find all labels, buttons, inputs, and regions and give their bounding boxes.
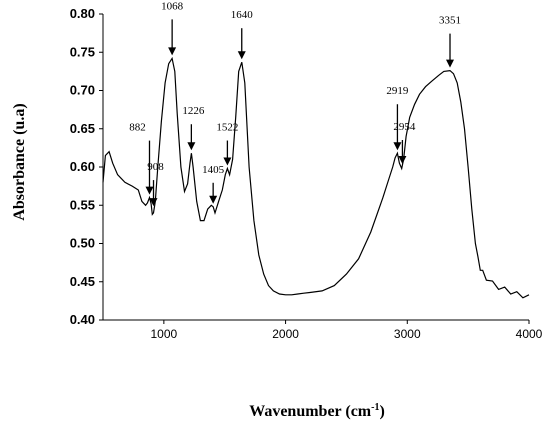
peak-label: 3351: [439, 15, 461, 27]
peak-arrow-head: [145, 186, 154, 195]
peak-label: 1068: [161, 0, 184, 12]
peak-arrow-head: [149, 198, 158, 207]
peak-arrow-head: [187, 142, 196, 151]
y-tick-label: 0.40: [70, 312, 95, 327]
peak-label: 882: [129, 122, 146, 134]
peak-arrow-head: [393, 142, 402, 151]
peak-annotations: 882 908 1068 1226 1405 1522 1640 2919 2954 3351: [129, 0, 461, 207]
x-tick-label: 2000: [272, 327, 299, 341]
y-tick-label: 0.55: [70, 197, 95, 212]
peak-label: 1405: [202, 164, 225, 176]
peak-arrow-head: [168, 47, 177, 56]
x-axis-label-superscript: -1: [371, 402, 379, 413]
peak-label: 1226: [182, 105, 205, 117]
x-tick-label: 4000: [516, 327, 543, 341]
x-axis-label: Wavenumber (cm-1): [249, 402, 385, 420]
peak-label: 908: [147, 161, 164, 173]
peak-arrow-head: [223, 157, 232, 166]
x-axis-label-text: Wavenumber (cm: [249, 403, 372, 420]
peak-arrow-head: [237, 51, 246, 60]
plot-axes: [102, 14, 529, 321]
peak-arrow-head: [398, 156, 407, 164]
peak-label: 1640: [231, 9, 254, 21]
y-axis-ticks: 0.40 0.45 0.50 0.55 0.60 0.65 0.70 0.75 0.80: [70, 6, 103, 327]
x-axis-label-close: ): [379, 403, 384, 420]
y-tick-label: 0.60: [70, 159, 95, 174]
peak-label: 1522: [216, 122, 238, 134]
peak-label: 2954: [393, 121, 416, 133]
y-tick-label: 0.65: [70, 121, 95, 136]
y-tick-label: 0.45: [70, 274, 95, 289]
peak-label: 2919: [386, 85, 409, 97]
x-tick-label: 1000: [151, 327, 178, 341]
x-tick-label: 3000: [394, 327, 421, 341]
x-axis-ticks: 1000 2000 3000 4000: [151, 320, 543, 341]
y-tick-label: 0.70: [70, 83, 95, 98]
y-axis-label: Absorbance (u.a): [11, 103, 28, 220]
series-line: [102, 56, 530, 299]
y-tick-label: 0.75: [70, 44, 95, 59]
peak-arrow-head: [446, 59, 455, 68]
y-tick-label: 0.50: [70, 236, 95, 251]
y-tick-label: 0.80: [70, 6, 95, 21]
peak-arrow-head: [209, 195, 218, 204]
